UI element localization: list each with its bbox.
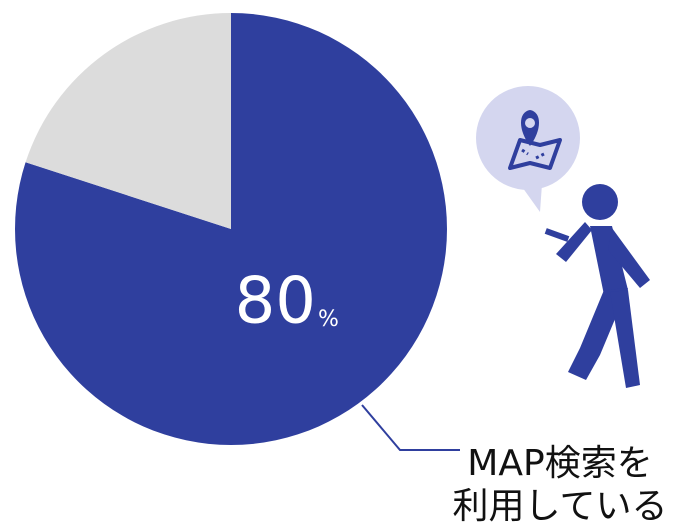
annotation-line: MAP検索を [467, 443, 652, 484]
leader-line [361, 404, 460, 451]
value-suffix: % [318, 307, 339, 332]
pie-slice [15, 13, 448, 445]
slices [15, 13, 448, 445]
user-icon [476, 86, 650, 388]
annotation-line: 利用している [453, 486, 668, 525]
value-label: 80 [235, 265, 316, 339]
pie-slice [25, 13, 231, 229]
